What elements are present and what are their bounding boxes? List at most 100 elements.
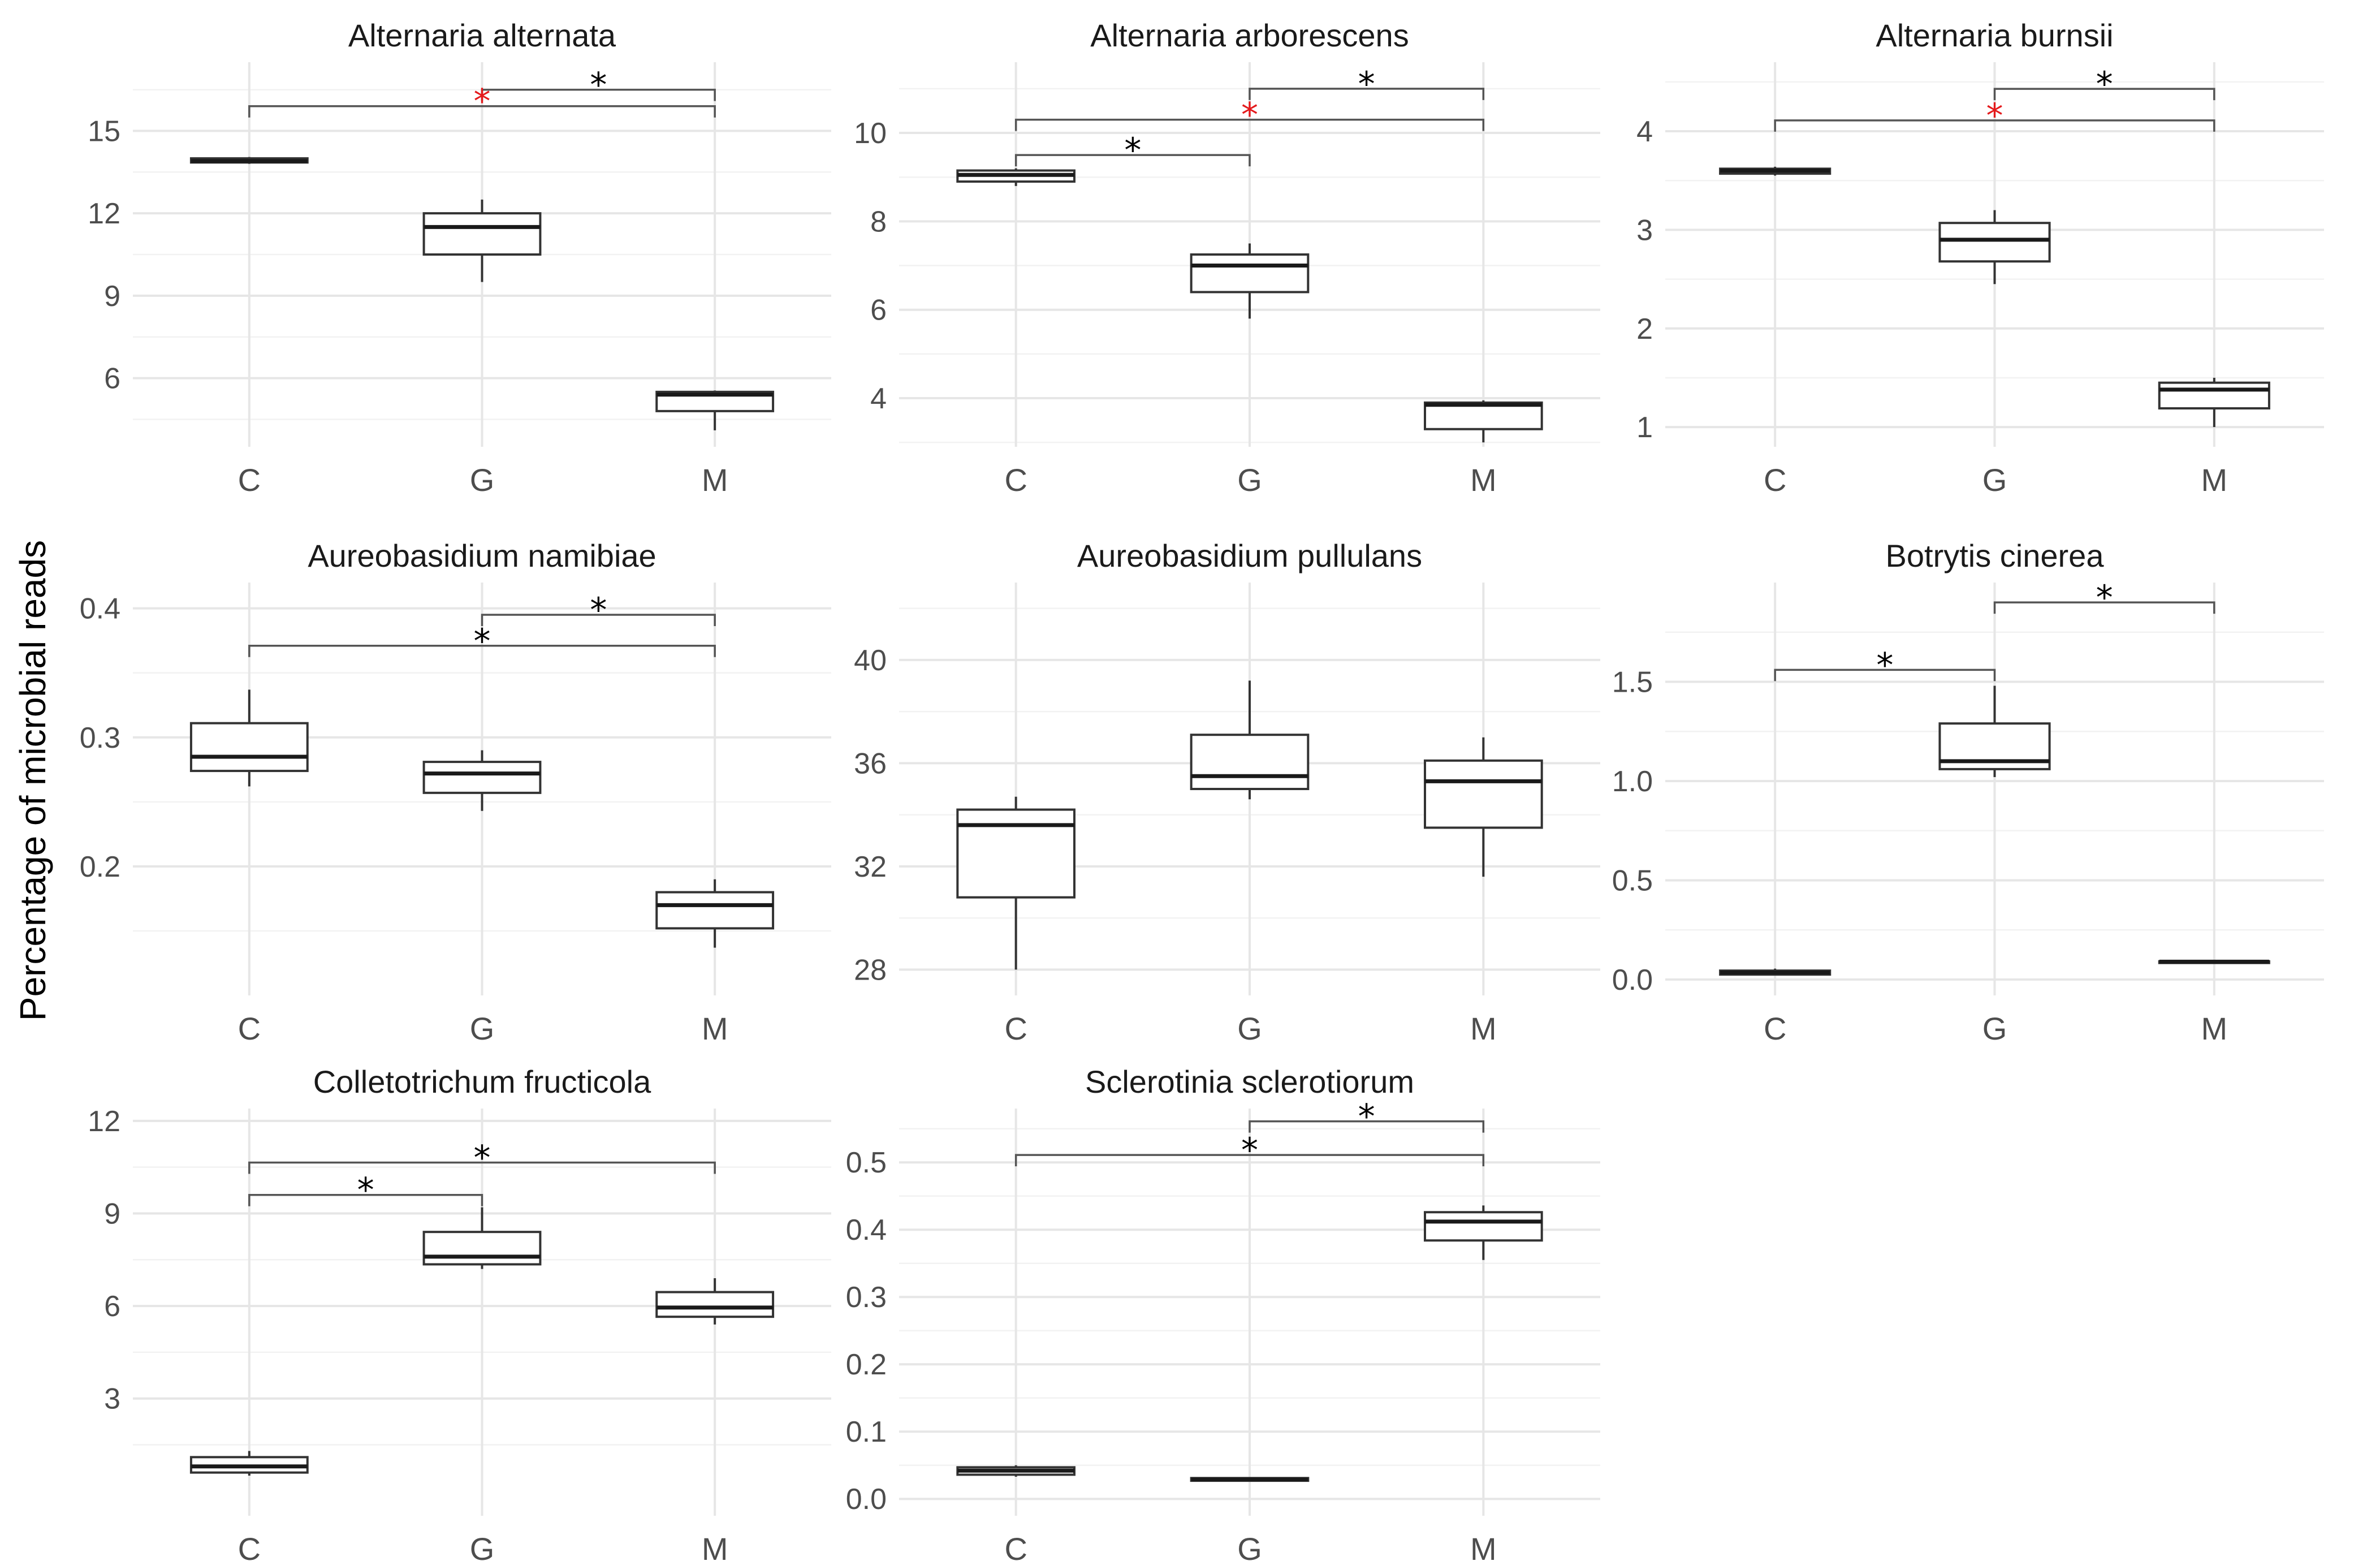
significance-star: * [1241, 96, 1258, 135]
box-iqr [422, 1231, 542, 1266]
box-iqr [189, 722, 309, 773]
x-category-label: M [2201, 462, 2228, 498]
panel-2: Alternaria arborescens 4 6 8 10 C G M * * * [854, 18, 1600, 498]
x-category-label: G [1982, 462, 2007, 498]
x-category-label: C [238, 1531, 261, 1561]
significance-bracket [1249, 1120, 1485, 1133]
box-iqr [1190, 253, 1310, 294]
box-iqr [655, 1291, 775, 1318]
significance-bracket [248, 645, 716, 657]
y-tick-label: 6 [104, 1290, 120, 1323]
significance-star: * [357, 1171, 374, 1210]
y-tick-label: 0.0 [1612, 964, 1653, 997]
significance-star: * [1358, 64, 1375, 104]
box-iqr [422, 761, 542, 794]
box-iqr [1938, 222, 2051, 263]
panel-6: Botrytis cinerea 0.0 0.5 1.0 1.5 C G M * * [1612, 538, 2324, 1046]
y-tick-label: 40 [854, 644, 887, 677]
significance-bracket [481, 614, 716, 627]
y-tick-label: 32 [854, 851, 887, 883]
x-category-label: G [470, 1531, 495, 1561]
x-category-label: M [2201, 1011, 2228, 1046]
significance-star: * [474, 1138, 491, 1178]
panel-5: Aureobasidium pullulans 28 32 36 40 C G M [854, 538, 1600, 1046]
significance-star: * [590, 590, 607, 630]
box-iqr [1424, 759, 1543, 829]
panel-title: Alternaria arborescens [1090, 18, 1409, 53]
panel-3: Alternaria burnsii 1 2 3 4 C G M * * [1636, 18, 2324, 498]
panel-title: Botrytis cinerea [1886, 538, 2105, 573]
y-tick-label: 0.3 [846, 1281, 887, 1314]
y-tick-label: 6 [104, 363, 120, 395]
x-category-label: C [1004, 462, 1027, 498]
x-category-label: C [1764, 1011, 1786, 1046]
panel-1: Alternaria alternata 6 9 12 15 C G M * * [88, 18, 831, 498]
y-tick-label: 0.4 [846, 1214, 887, 1247]
significance-star: * [474, 82, 491, 122]
significance-bracket [248, 1193, 483, 1206]
panel-title: Aureobasidium pullulans [1077, 538, 1422, 573]
significance-star: * [1986, 96, 2003, 136]
x-category-label: G [470, 462, 495, 498]
y-tick-label: 8 [870, 205, 887, 238]
x-category-label: C [1764, 462, 1786, 498]
y-tick-label: 2 [1636, 313, 1653, 346]
x-category-label: M [702, 462, 728, 498]
significance-star: * [2096, 578, 2113, 618]
box-iqr [655, 891, 775, 930]
x-category-label: M [702, 1531, 728, 1561]
x-category-label: G [470, 1011, 495, 1046]
y-tick-label: 0.5 [846, 1146, 887, 1179]
y-tick-label: 0.2 [80, 851, 120, 883]
box-iqr [1424, 1211, 1543, 1242]
y-tick-label: 6 [870, 294, 887, 327]
box-iqr [1424, 401, 1543, 430]
x-category-label: M [1470, 1011, 1497, 1046]
global-y-axis-label: Percentage of microbial reads [12, 540, 53, 1021]
significance-star: * [2096, 64, 2113, 104]
y-tick-label: 3 [104, 1383, 120, 1416]
panel-title: Alternaria alternata [348, 18, 616, 53]
y-tick-label: 0.5 [1612, 864, 1653, 897]
x-category-label: G [1982, 1011, 2007, 1046]
box-iqr [1190, 734, 1310, 790]
y-tick-label: 36 [854, 747, 887, 780]
y-tick-label: 1 [1636, 411, 1653, 444]
significance-bracket [248, 1161, 716, 1174]
significance-bracket [1774, 669, 1996, 682]
panel-title: Sclerotinia sclerotiorum [1085, 1064, 1414, 1099]
x-category-label: G [1237, 1011, 1262, 1046]
y-tick-label: 3 [1636, 214, 1653, 247]
x-category-label: M [1470, 462, 1497, 498]
significance-star: * [474, 622, 491, 661]
x-category-label: C [1004, 1531, 1027, 1561]
x-category-label: C [238, 462, 261, 498]
significance-bracket [1993, 88, 2215, 101]
y-tick-label: 0.0 [846, 1483, 887, 1516]
y-tick-label: 9 [104, 280, 120, 313]
y-tick-label: 0.1 [846, 1416, 887, 1448]
box-iqr [422, 212, 542, 256]
x-category-label: M [702, 1011, 728, 1046]
x-category-label: G [1237, 1531, 1262, 1561]
significance-bracket [1014, 118, 1485, 131]
panel-title: Colletotrichum fructicola [313, 1064, 651, 1099]
box-iqr [956, 808, 1076, 899]
panel-8: Sclerotinia sclerotiorum 0.0 0.1 0.2 0.3 0.4 0… [846, 1064, 1600, 1561]
y-tick-label: 4 [1636, 115, 1653, 148]
box-iqr [2158, 381, 2270, 410]
significance-bracket [1014, 1154, 1485, 1167]
panel-7: Colletotrichum fructicola 3 6 9 12 C G M * * [88, 1064, 831, 1561]
significance-star: * [1241, 1131, 1258, 1170]
x-category-label: C [1004, 1011, 1027, 1046]
significance-bracket [481, 88, 716, 101]
y-tick-label: 0.2 [846, 1348, 887, 1381]
y-tick-label: 28 [854, 954, 887, 986]
y-tick-label: 1.0 [1612, 765, 1653, 798]
significance-star: * [590, 66, 607, 105]
y-tick-label: 10 [854, 117, 887, 150]
y-tick-label: 0.4 [80, 593, 120, 626]
y-tick-label: 4 [870, 382, 887, 415]
y-tick-label: 12 [88, 197, 120, 230]
